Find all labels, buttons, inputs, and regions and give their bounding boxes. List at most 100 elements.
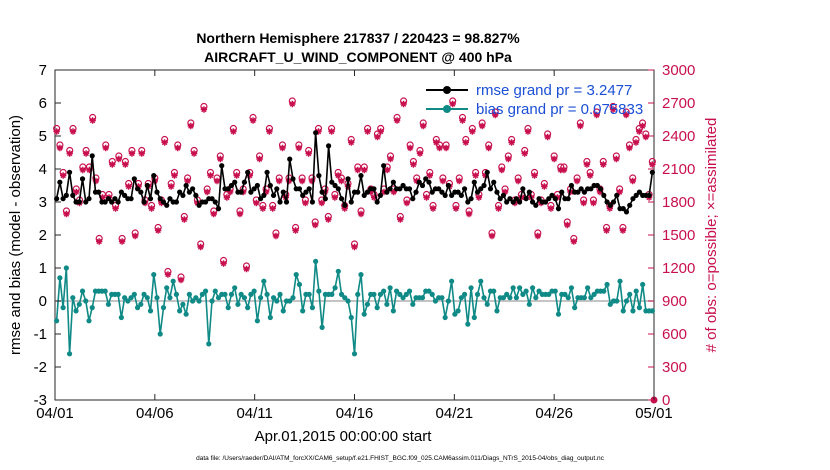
rmse-point [458, 192, 464, 198]
bias-point [585, 285, 591, 291]
obs-assimilated-point [593, 111, 600, 119]
obs-assimilated-point [325, 216, 332, 223]
bias-point [83, 298, 89, 304]
rmse-point [520, 186, 526, 192]
obs-assimilated-point [393, 117, 401, 124]
bias-point [128, 295, 134, 301]
rmse-point [406, 186, 413, 192]
bias-point [160, 305, 167, 311]
y-right-tick-label: 600 [662, 326, 687, 343]
rmse-point [128, 196, 134, 202]
rmse-point [633, 192, 639, 198]
obs-assimilated-point [416, 150, 424, 157]
bias-point [202, 288, 209, 294]
obs-assimilated-point [377, 128, 384, 135]
rmse-point [274, 186, 280, 192]
bias-point [183, 311, 189, 317]
chart-title-line-1: Northern Hemisphere 217837 / 220423 = 98… [196, 30, 520, 46]
obs-assimilated-point [276, 177, 283, 185]
rmse-point [381, 163, 387, 169]
bias-point [361, 311, 367, 317]
rmse-point [300, 192, 306, 198]
rmse-point [66, 169, 73, 175]
y-left-tick-label: 7 [39, 62, 47, 79]
rmse-point [296, 186, 303, 192]
obs-assimilated-point [492, 111, 499, 119]
bias-point [277, 291, 283, 297]
bias-point [546, 291, 552, 297]
bias-point [287, 298, 293, 304]
obs-assimilated-point [177, 276, 185, 284]
rmse-point [115, 199, 121, 205]
y-right-tick-label: 300 [662, 359, 687, 376]
obs-assimilated-point [148, 205, 155, 212]
rmse-point [455, 189, 461, 195]
obs-assimilated-point [583, 161, 591, 168]
obs-assimilated-point [390, 188, 397, 196]
rmse-point [397, 186, 403, 192]
bias-point [426, 288, 432, 294]
obs-assimilated-point [63, 210, 70, 218]
bias-point [141, 291, 147, 297]
rmse-point [594, 182, 600, 189]
rmse-point [568, 182, 575, 189]
y-left-tick-label: 6 [39, 95, 47, 112]
obs-assimilated-point [547, 205, 555, 212]
bias-point [403, 291, 409, 297]
obs-assimilated-point [53, 128, 60, 135]
bias-point [134, 305, 141, 311]
obs-assimilated-point [253, 199, 260, 207]
obs-assimilated-point [86, 166, 93, 174]
obs-assimilated-point [541, 183, 548, 190]
obs-assimilated-point [89, 117, 96, 124]
obs-assimilated-point [577, 122, 584, 130]
obs-assimilated-point [331, 194, 339, 201]
bias-point [374, 305, 380, 311]
bias-point [397, 291, 403, 297]
obs-assimilated-point [413, 177, 420, 185]
bias-point [523, 288, 529, 294]
obs-assimilated-point [184, 177, 191, 185]
rmse-point [491, 179, 497, 185]
rmse-point [79, 176, 86, 182]
obs-assimilated-point [426, 172, 433, 179]
y-axis-right: 0 300 600 900 1200 1500 1800 2100 2400 2700 3000 [648, 62, 695, 409]
obs-assimilated-point [207, 172, 214, 179]
bias-point [232, 285, 238, 291]
obs-assimilated-point [439, 177, 447, 185]
bias-point [406, 288, 413, 294]
rmse-point [484, 169, 490, 175]
bias-point [601, 288, 607, 294]
bias-point [607, 301, 613, 307]
y-right-tick-label: 2100 [662, 161, 695, 178]
bias-point [248, 291, 254, 297]
obs-assimilated-point [380, 188, 388, 196]
obs-assimilated-point [524, 128, 532, 135]
bias-point [445, 298, 451, 304]
obs-assimilated-point [190, 150, 198, 157]
obs-assimilated-point [289, 100, 296, 108]
obs-assimilated-point [478, 122, 486, 130]
bias-point [309, 305, 316, 311]
obs-assimilated-point [642, 133, 650, 141]
bias-point [63, 265, 69, 271]
obs-assimilated-point [312, 221, 319, 229]
rmse-point [157, 196, 163, 202]
bias-point [468, 285, 474, 291]
rmse-point [134, 186, 141, 192]
obs-assimilated-point [200, 106, 208, 113]
rmse-point [419, 182, 426, 189]
bias-point [70, 295, 76, 301]
bias-point [300, 308, 306, 314]
obs-assimilated-point [66, 150, 73, 157]
obs-assimilated-point [213, 177, 221, 185]
bias-point [280, 308, 286, 314]
data-file-footnote: data file: /Users/raeder/DAI/ATM_forcXX/… [196, 455, 605, 462]
bias-point [529, 285, 536, 291]
obs-assimilated-point [138, 150, 145, 157]
bias-point [617, 278, 623, 284]
obs-assimilated-point [462, 139, 469, 146]
obs-assimilated-point [514, 177, 522, 185]
bias-point [555, 311, 562, 317]
bias-point [484, 301, 490, 307]
